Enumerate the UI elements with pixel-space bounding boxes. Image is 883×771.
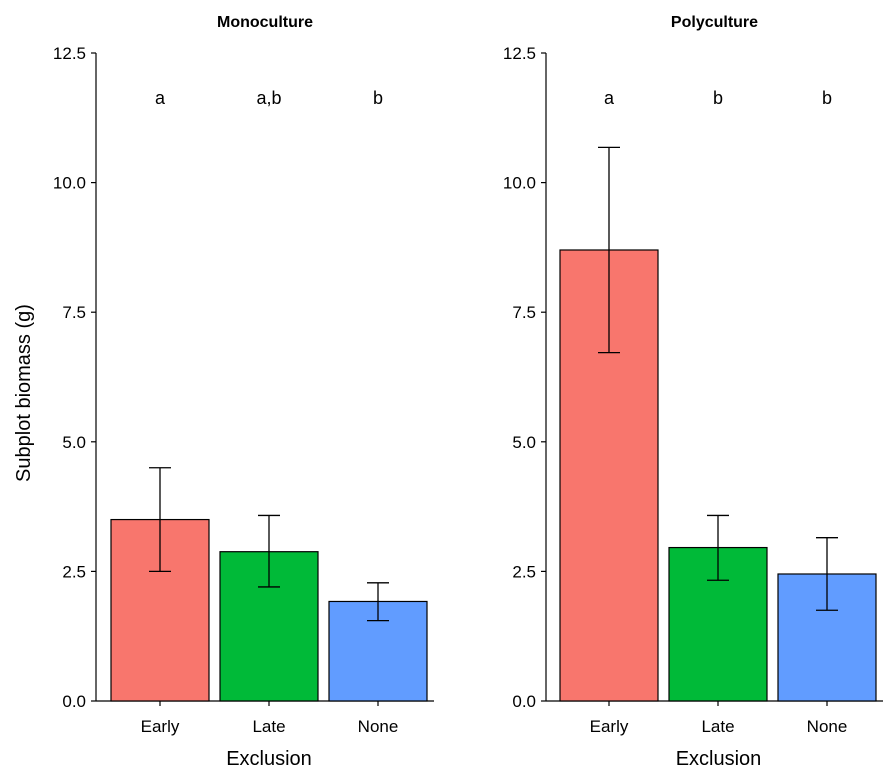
significance-label: a,b [256, 88, 281, 108]
y-tick-label: 0.0 [512, 692, 536, 711]
x-tick-label: None [807, 717, 848, 736]
significance-label: b [822, 88, 832, 108]
x-tick-label: Late [252, 717, 285, 736]
y-tick-label: 10.0 [53, 174, 86, 193]
significance-label: b [373, 88, 383, 108]
significance-label: a [155, 88, 166, 108]
y-tick-label: 2.5 [62, 562, 86, 581]
x-axis-label: Exclusion [676, 748, 762, 770]
x-tick-label: Early [590, 717, 629, 736]
x-tick-label: Early [141, 717, 180, 736]
y-tick-label: 2.5 [512, 562, 536, 581]
panel-title: Polyculture [671, 14, 758, 31]
y-tick-label: 12.5 [53, 44, 86, 63]
panel-0: Monoculture 0.0 2.5 5.0 7.5 10.0 12.5 Early a Lat… [53, 14, 434, 770]
y-tick-label: 7.5 [62, 303, 86, 322]
x-axis-label: Exclusion [226, 748, 312, 770]
x-tick-label: None [358, 717, 399, 736]
y-axis-label: Subplot biomass (g) [13, 304, 35, 482]
panel-title: Monoculture [217, 14, 313, 31]
y-tick-label: 10.0 [503, 174, 536, 193]
y-tick-label: 5.0 [512, 433, 536, 452]
panel-1: Polyculture 0.0 2.5 5.0 7.5 10.0 12.5 Early a Lat… [503, 14, 883, 770]
y-tick-label: 12.5 [503, 44, 536, 63]
significance-label: a [604, 88, 615, 108]
y-tick-label: 5.0 [62, 433, 86, 452]
significance-label: b [713, 88, 723, 108]
y-tick-label: 7.5 [512, 303, 536, 322]
x-tick-label: Late [701, 717, 734, 736]
y-tick-label: 0.0 [62, 692, 86, 711]
